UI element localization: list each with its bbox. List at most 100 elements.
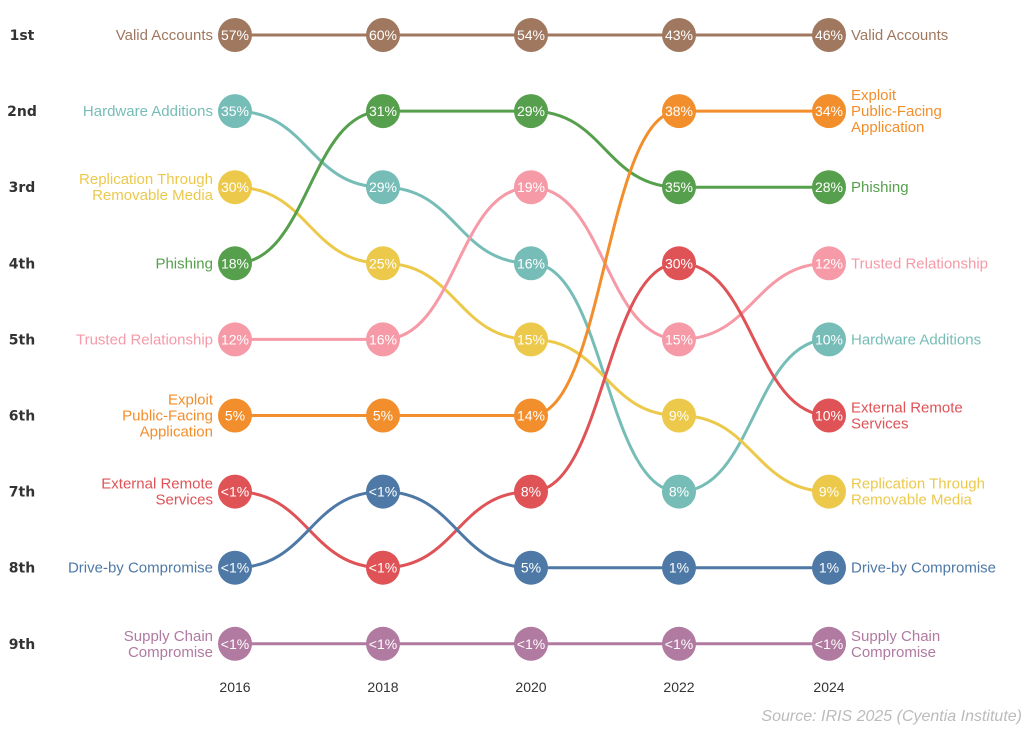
rank-axis: 1st 2nd 3rd 4th 5th 6th 7th 8th 9th (7, 28, 37, 653)
value-label-supply-chain-compromise-2022: <1% (665, 636, 693, 652)
series-labels: Valid Accounts Valid Accounts Hardware Add… (68, 27, 996, 661)
node-valid-accounts-2022 (662, 18, 696, 52)
node-supply-chain-compromise-2022 (662, 626, 696, 661)
node-replication-through-removable-media-2022 (662, 398, 696, 433)
series-label-right-supply-chain-compromise: Supply Chain Compromise (851, 628, 940, 661)
series-line-hardware-additions (234, 109, 830, 494)
value-label-replication-through-removable-media-2022: 9% (669, 408, 689, 424)
node-external-remote-services-2024 (812, 398, 846, 433)
value-label-drive-by-compromise-2024: 1% (819, 560, 839, 576)
value-label-valid-accounts-2020: 54% (517, 27, 545, 43)
value-label-hardware-additions-2016: 35% (221, 103, 249, 119)
node-trusted-relationship-2018 (366, 322, 400, 357)
value-label-replication-through-removable-media-2016: 30% (221, 179, 249, 195)
series-label-left-supply-chain-compromise: Supply Chain Compromise (124, 628, 213, 661)
node-valid-accounts-2020 (514, 18, 548, 52)
node-phishing-2022 (662, 170, 696, 205)
rank-label-8th: 8th (9, 561, 35, 577)
value-label-valid-accounts-2024: 46% (815, 27, 843, 43)
node-exploit-public-facing-application-2018 (366, 398, 400, 433)
node-external-remote-services-2022 (662, 246, 696, 281)
value-label-drive-by-compromise-2022: 1% (669, 560, 689, 576)
value-label-trusted-relationship-2020: 19% (517, 179, 545, 195)
node-external-remote-services-2020 (514, 474, 548, 509)
value-label-drive-by-compromise-2016: <1% (221, 560, 249, 576)
node-valid-accounts-2018 (366, 18, 400, 52)
node-replication-through-removable-media-2016 (218, 170, 252, 205)
value-label-hardware-additions-2018: 29% (369, 179, 397, 195)
value-label-trusted-relationship-2024: 12% (815, 255, 843, 271)
node-valid-accounts-2024 (812, 18, 846, 52)
series-label-left-valid-accounts: Valid Accounts (116, 27, 213, 44)
value-label-trusted-relationship-2016: 12% (221, 331, 249, 347)
value-label-trusted-relationship-2018: 16% (369, 331, 397, 347)
value-label-supply-chain-compromise-2016: <1% (221, 636, 249, 652)
value-label-phishing-2020: 29% (517, 103, 545, 119)
year-label-2018: 2018 (367, 679, 398, 695)
value-label-valid-accounts-2022: 43% (665, 27, 693, 43)
rank-label-7th: 7th (9, 485, 35, 501)
value-label-replication-through-removable-media-2024: 9% (819, 484, 839, 500)
node-supply-chain-compromise-2024 (812, 626, 846, 661)
series-nodes: 57% 60% 54% 43% 46% 35% 29% 16% 8% 10% 30% 25% 15% 9%… (218, 18, 846, 661)
series-label-right-hardware-additions: Hardware Additions (851, 331, 981, 348)
node-hardware-additions-2020 (514, 246, 548, 281)
node-drive-by-compromise-2024 (812, 550, 846, 585)
year-label-2022: 2022 (663, 679, 694, 695)
series-label-right-valid-accounts: Valid Accounts (851, 27, 948, 44)
rank-label-4th: 4th (9, 256, 35, 272)
node-exploit-public-facing-application-2022 (662, 94, 696, 129)
node-hardware-additions-2024 (812, 322, 846, 357)
node-exploit-public-facing-application-2016 (218, 398, 252, 433)
rank-label-6th: 6th (9, 409, 35, 425)
node-trusted-relationship-2016 (218, 322, 252, 357)
node-external-remote-services-2018 (366, 550, 400, 585)
value-label-valid-accounts-2016: 57% (221, 27, 249, 43)
node-supply-chain-compromise-2020 (514, 626, 548, 661)
value-label-exploit-public-facing-application-2022: 38% (665, 103, 693, 119)
value-label-exploit-public-facing-application-2024: 34% (815, 103, 843, 119)
rank-label-2nd: 2nd (7, 104, 37, 120)
value-label-phishing-2018: 31% (369, 103, 397, 119)
node-supply-chain-compromise-2018 (366, 626, 400, 661)
node-supply-chain-compromise-2016 (218, 626, 252, 661)
node-drive-by-compromise-2016 (218, 550, 252, 585)
series-label-left-phishing: Phishing (155, 255, 213, 272)
node-phishing-2020 (514, 94, 548, 129)
value-label-supply-chain-compromise-2020: <1% (517, 636, 545, 652)
rank-label-5th: 5th (9, 332, 35, 348)
value-label-supply-chain-compromise-2024: <1% (815, 636, 843, 652)
node-exploit-public-facing-application-2024 (812, 94, 846, 129)
node-exploit-public-facing-application-2020 (514, 398, 548, 433)
node-drive-by-compromise-2020 (514, 550, 548, 585)
node-valid-accounts-2016 (218, 18, 252, 52)
node-replication-through-removable-media-2024 (812, 474, 846, 509)
value-label-external-remote-services-2024: 10% (815, 408, 843, 424)
node-phishing-2024 (812, 170, 846, 205)
value-label-phishing-2016: 18% (221, 255, 249, 271)
year-label-2016: 2016 (219, 679, 250, 695)
value-label-drive-by-compromise-2018: <1% (369, 484, 397, 500)
node-trusted-relationship-2020 (514, 170, 548, 205)
series-label-left-drive-by-compromise: Drive-by Compromise (68, 560, 213, 577)
node-hardware-additions-2018 (366, 170, 400, 205)
node-phishing-2016 (218, 246, 252, 281)
value-label-external-remote-services-2020: 8% (521, 484, 541, 500)
rank-label-1st: 1st (10, 28, 35, 44)
series-line-exploit-public-facing-application (235, 109, 829, 418)
value-label-exploit-public-facing-application-2016: 5% (225, 408, 245, 424)
node-hardware-additions-2016 (218, 94, 252, 129)
rank-label-3rd: 3rd (9, 180, 36, 196)
value-label-phishing-2022: 35% (665, 179, 693, 195)
value-label-exploit-public-facing-application-2018: 5% (373, 408, 393, 424)
value-label-exploit-public-facing-application-2020: 14% (517, 408, 545, 424)
value-label-hardware-additions-2024: 10% (815, 331, 843, 347)
node-drive-by-compromise-2018 (366, 474, 400, 509)
series-label-right-exploit-public-facing-application: Exploit Public-Facing Application (851, 87, 942, 136)
value-label-hardware-additions-2022: 8% (669, 484, 689, 500)
value-label-replication-through-removable-media-2020: 15% (517, 331, 545, 347)
series-label-left-replication-through-removable-media: Replication Through Removable Media (79, 171, 214, 204)
node-external-remote-services-2016 (218, 474, 252, 509)
value-label-trusted-relationship-2022: 15% (665, 331, 693, 347)
